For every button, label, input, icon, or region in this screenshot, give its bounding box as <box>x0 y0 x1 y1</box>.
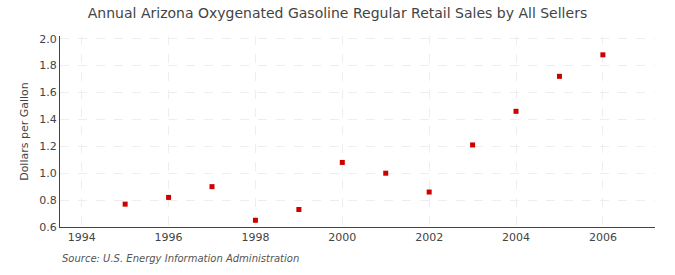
svg-text:0.6: 0.6 <box>39 221 57 234</box>
svg-text:1.6: 1.6 <box>39 86 57 99</box>
svg-text:1.2: 1.2 <box>39 140 57 153</box>
svg-text:Annual Arizona Oxygenated Gaso: Annual Arizona Oxygenated Gasoline Regul… <box>88 5 587 21</box>
svg-text:2004: 2004 <box>502 231 530 244</box>
svg-text:1.8: 1.8 <box>39 59 57 72</box>
svg-text:1998: 1998 <box>241 231 269 244</box>
svg-text:2000: 2000 <box>328 231 356 244</box>
svg-text:Dollars per Gallon: Dollars per Gallon <box>18 82 31 181</box>
svg-text:1996: 1996 <box>155 231 183 244</box>
svg-text:1994: 1994 <box>68 231 96 244</box>
svg-text:0.8: 0.8 <box>39 194 57 207</box>
svg-text:2.0: 2.0 <box>39 33 57 46</box>
svg-text:1.4: 1.4 <box>39 113 57 126</box>
svg-text:2002: 2002 <box>415 231 443 244</box>
svg-text:Source: U.S. Energy Informatio: Source: U.S. Energy Information Administ… <box>62 253 299 264</box>
svg-text:1.0: 1.0 <box>39 167 57 180</box>
svg-text:2006: 2006 <box>589 231 617 244</box>
